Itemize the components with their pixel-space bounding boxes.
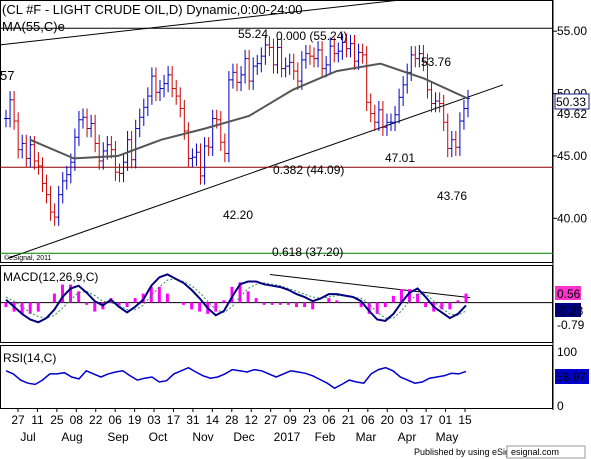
x-tick-label: 06 (361, 413, 375, 427)
price-last-value: 50.33 (556, 95, 586, 109)
esignal-logo (506, 445, 586, 459)
macd-line-value: -0.23 (556, 304, 584, 318)
rsi-line (5, 366, 467, 390)
axis-labels: 55.0050.0045.0040.0010050027112508220619… (11, 24, 587, 444)
x-tick-label: 23 (303, 413, 317, 427)
x-tick-label: 11 (31, 413, 44, 427)
published-by: Published by using eSignal (414, 447, 522, 457)
annotation-fib-618: 0.618 (37.20) (272, 245, 343, 259)
ma-label: MA(55,C)e (2, 19, 65, 34)
x-tick-label: 22 (89, 413, 103, 427)
x-tick-label: 21 (342, 413, 356, 427)
macd-trendline (269, 273, 471, 299)
x-month-label: Feb (315, 430, 336, 444)
rsi-last-box (555, 369, 589, 384)
x-tick-label: 06 (108, 413, 122, 427)
x-tick-label: 27 (11, 413, 25, 427)
annotation-high: 55.24 (238, 27, 268, 41)
rsi-marks (5, 366, 467, 390)
ma55-line (29, 62, 469, 160)
left-cut-value: 57 (0, 68, 14, 83)
macd-marks (0, 273, 553, 324)
x-tick-label: 06 (322, 413, 336, 427)
x-tick-label: 27 (264, 413, 278, 427)
x-month-label: Nov (192, 430, 213, 444)
x-month-label: Oct (149, 430, 168, 444)
behind-value-label: 49.62 (557, 107, 587, 121)
macd-signal-line (5, 278, 467, 319)
macd-hist-box (555, 286, 581, 300)
y-tick-label: 55.00 (557, 24, 587, 38)
price-marks (0, 0, 553, 259)
macd-signal-value: -0.79 (557, 318, 585, 332)
macd-line (5, 273, 467, 324)
rsi-y-tick-label: 0 (557, 399, 564, 413)
x-month-label: May (436, 430, 459, 444)
x-tick-label: 25 (50, 413, 64, 427)
x-tick-label: 31 (186, 413, 200, 427)
x-tick-label: 08 (70, 413, 84, 427)
lower-trendline (7, 84, 504, 259)
price-last-box (554, 93, 590, 110)
y-tick-label: 45.00 (557, 149, 587, 163)
rsi-last-value: 58.97 (556, 370, 586, 384)
x-tick-label: 28 (225, 413, 239, 427)
chart-title: (CL #F - LIGHT CRUDE OIL,D) Dynamic,0:00… (2, 2, 303, 17)
x-month-label: Aug (61, 430, 82, 444)
x-month-label: Jul (20, 430, 35, 444)
x-tick-label: 19 (128, 413, 142, 427)
x-month-label: Mar (356, 430, 377, 444)
x-tick-label: 03 (147, 413, 161, 427)
esignal-logo-text: esignal.com (511, 447, 559, 457)
annotation-fib-382: 0.382 (44.09) (273, 163, 344, 177)
rsi-y-tick-label: 100 (557, 345, 577, 359)
annotation-may-low: 43.76 (437, 189, 467, 203)
x-tick-label: 17 (419, 413, 433, 427)
x-tick-label: 17 (167, 413, 181, 427)
annotation-mar-low: 47.01 (385, 151, 415, 165)
x-tick-label: 14 (206, 413, 220, 427)
x-month-label: Apr (398, 430, 417, 444)
x-tick-label: 15 (458, 413, 472, 427)
x-month-label: Dec (233, 430, 254, 444)
x-tick-label: 12 (245, 413, 259, 427)
x-month-label: Sep (107, 430, 129, 444)
annotation-fib-0: 0.000 (55.24) (276, 29, 347, 43)
x-tick-label: 20 (381, 413, 395, 427)
rsi-title: RSI(14,C) (3, 351, 56, 365)
macd-title: MACD(12,26,9,C) (3, 270, 98, 284)
annotation-apr-high: 53.76 (421, 55, 451, 69)
macd-hist-value: 0.56 (557, 287, 581, 301)
annotation-nov-low: 42.20 (223, 208, 253, 222)
x-month-label: 2017 (274, 430, 301, 444)
upper-trendline (0, 0, 405, 46)
watermark: ©eSignal, 2011 (4, 254, 52, 262)
y-tick-label: 40.00 (557, 211, 587, 225)
x-tick-label: 03 (400, 413, 414, 427)
x-tick-label: 01 (439, 413, 453, 427)
macd-line-box (555, 303, 581, 317)
x-tick-label: 09 (283, 413, 297, 427)
